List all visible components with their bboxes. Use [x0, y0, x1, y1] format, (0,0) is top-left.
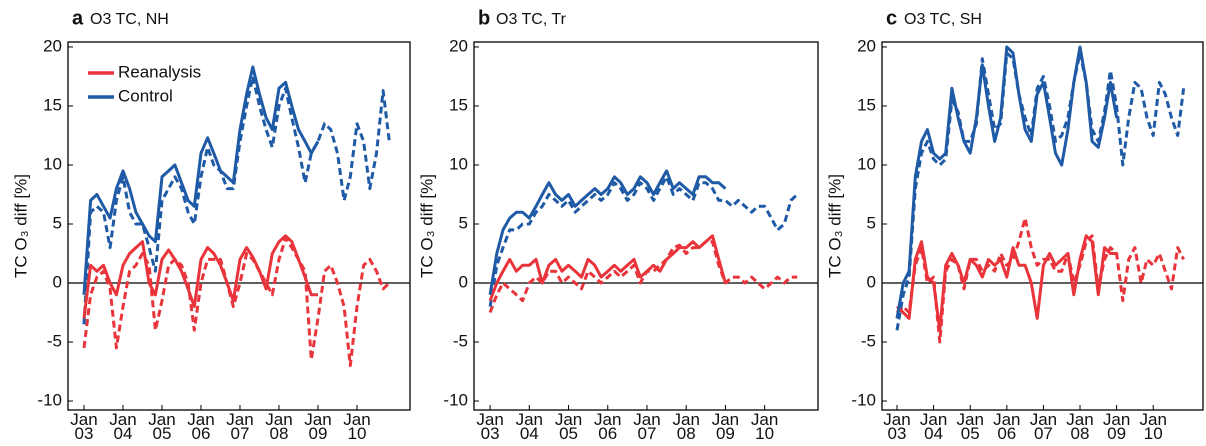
y-tick-label: 10 [43, 154, 62, 173]
x-tick-label: Jan 08 [265, 410, 293, 443]
x-tick-label: Jan 03 [476, 410, 504, 443]
x-tick-label: Jan 07 [226, 410, 254, 443]
x-tick-label: Jan 05 [956, 410, 984, 443]
y-tick-label: 20 [449, 36, 468, 55]
y-axis-label: TC O₃ diff [%] [417, 174, 436, 278]
y-axis-label: TC O₃ diff [%] [11, 174, 30, 278]
y-tick-label: -10 [443, 391, 468, 410]
x-tick-label: Jan 10 [343, 410, 371, 443]
plot-frame [67, 41, 411, 411]
legend-label: Reanalysis [118, 62, 201, 81]
panel-title: O3 TC, SH [904, 11, 982, 28]
data-line [895, 51, 1186, 331]
data-line [82, 234, 318, 319]
x-tick-label: Jan 06 [594, 410, 622, 443]
y-tick-label: -5 [861, 332, 876, 351]
y-tick-label: 0 [459, 272, 468, 291]
y-tick-label: 15 [857, 95, 876, 114]
x-tick-label: Jan 10 [750, 410, 779, 443]
x-tick-label: Jan 04 [109, 410, 137, 443]
x-tick-label: Jan 03 [883, 410, 911, 443]
y-tick-label: -10 [851, 391, 876, 410]
y-tick-label: 10 [857, 154, 876, 173]
legend-label: Control [118, 86, 173, 105]
x-tick-label: Jan 08 [672, 410, 700, 443]
x-tick-label: Jan 08 [1066, 410, 1094, 443]
data-line [488, 175, 799, 307]
panel-letter: b [478, 7, 490, 29]
x-tick-label: Jan 06 [187, 410, 215, 443]
x-tick-label: Jan 06 [993, 410, 1021, 443]
x-tick-label: Jan 05 [554, 410, 583, 443]
panel-letter: c [886, 7, 897, 29]
x-tick-label: Jan 04 [919, 410, 948, 443]
y-tick-label: 10 [449, 154, 468, 173]
y-axis-label: TC O₃ diff [%] [825, 174, 844, 278]
x-tick-label: Jan 07 [633, 410, 661, 443]
data-line [82, 236, 391, 368]
panel-title: O3 TC, NH [90, 11, 169, 28]
y-tick-label: 20 [43, 36, 62, 55]
y-tick-label: 20 [857, 36, 876, 55]
x-tick-label: Jan 10 [1139, 410, 1167, 443]
panel-letter: a [72, 7, 84, 29]
x-tick-label: Jan 09 [711, 410, 740, 443]
data-line [82, 75, 391, 325]
y-tick-label: 5 [867, 213, 876, 232]
y-tick-label: -5 [47, 332, 62, 351]
data-line [488, 240, 798, 314]
x-tick-label: Jan 05 [148, 410, 176, 443]
x-tick-label: Jan 07 [1029, 410, 1058, 443]
plot-frame [881, 41, 1204, 411]
x-tick-label: Jan 09 [304, 410, 332, 443]
data-line [82, 65, 320, 295]
y-tick-label: 0 [867, 272, 876, 291]
y-tick-label: 15 [43, 95, 62, 114]
y-tick-label: 5 [459, 213, 468, 232]
data-line [895, 45, 1119, 319]
data-line [895, 234, 1117, 332]
x-tick-label: Jan 09 [1102, 410, 1131, 443]
data-line [488, 234, 727, 302]
panel-title: O3 TC, Tr [496, 11, 567, 28]
y-tick-label: -10 [37, 391, 62, 410]
y-tick-label: 5 [53, 213, 62, 232]
y-tick-label: -5 [453, 332, 468, 351]
x-tick-label: Jan 04 [515, 410, 543, 443]
data-line [488, 169, 727, 296]
plot-frame [473, 41, 819, 411]
y-tick-label: 0 [53, 272, 62, 291]
x-tick-label: Jan 03 [70, 410, 98, 443]
y-tick-label: 15 [449, 95, 468, 114]
